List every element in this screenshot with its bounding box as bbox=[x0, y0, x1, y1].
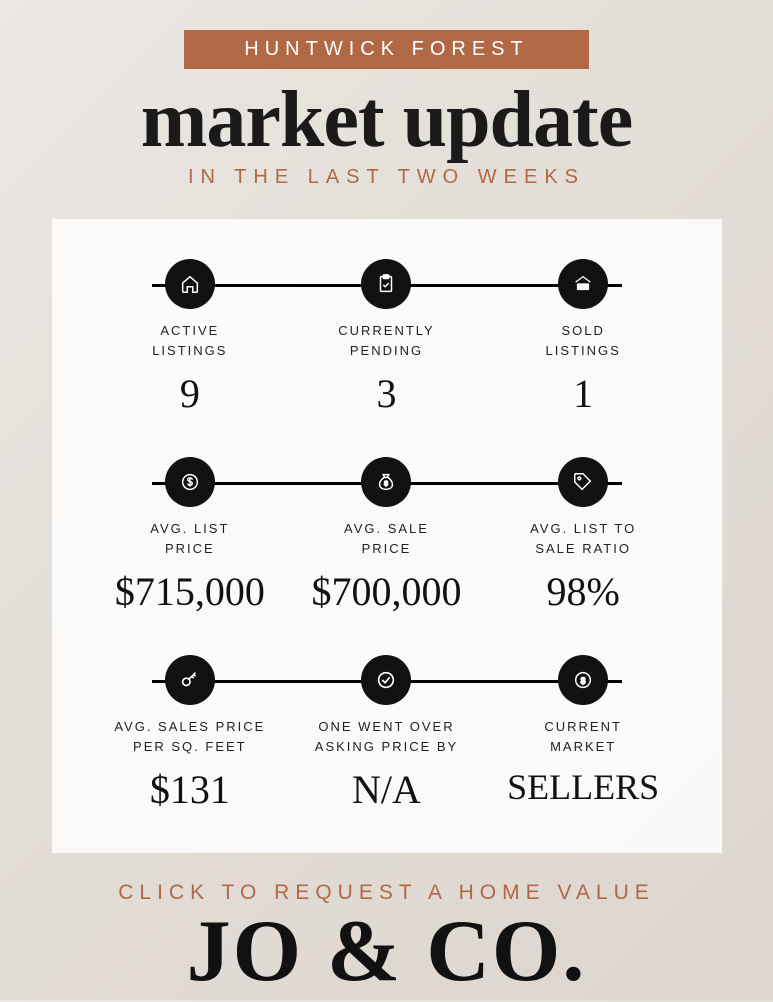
stat-value: $700,000 bbox=[311, 568, 461, 615]
stat-label: ONE WENT OVER ASKING PRICE BY bbox=[315, 717, 458, 756]
stat-label: SOLD LISTINGS bbox=[546, 321, 621, 360]
stat-label: CURRENT MARKET bbox=[544, 717, 622, 756]
stats-row: ACTIVE LISTINGS 9 CURRENTLY PENDING 3 SO… bbox=[92, 259, 682, 417]
stat-label: AVG. LIST TO SALE RATIO bbox=[530, 519, 636, 558]
page-title: market update bbox=[141, 75, 632, 166]
stat-label: AVG. SALE PRICE bbox=[344, 519, 429, 558]
stat-value: 3 bbox=[376, 370, 396, 417]
stat-value: $715,000 bbox=[115, 568, 265, 615]
svg-text:SOLD: SOLD bbox=[579, 285, 587, 289]
stat-label: ACTIVE LISTINGS bbox=[152, 321, 227, 360]
key-icon bbox=[165, 655, 215, 705]
page-subtitle: IN THE LAST TWO WEEKS bbox=[188, 166, 585, 189]
stat-label: AVG. SALES PRICE PER SQ. FEET bbox=[114, 717, 265, 756]
stat-label: AVG. LIST PRICE bbox=[150, 519, 229, 558]
svg-text:$: $ bbox=[385, 481, 389, 488]
stat-current-market: $ CURRENT MARKET SELLERS bbox=[485, 655, 682, 813]
stat-list-sale-ratio: AVG. LIST TO SALE RATIO 98% bbox=[485, 457, 682, 615]
stats-row: AVG. SALES PRICE PER SQ. FEET $131 ONE W… bbox=[92, 655, 682, 813]
money-bag-icon: $ bbox=[361, 457, 411, 507]
stat-value: 9 bbox=[180, 370, 200, 417]
sold-sign-icon: SOLD bbox=[558, 259, 608, 309]
location-banner: HUNTWICK FOREST bbox=[184, 30, 588, 69]
coin-icon: $ bbox=[558, 655, 608, 705]
home-icon bbox=[165, 259, 215, 309]
stat-value: N/A bbox=[352, 766, 421, 813]
stat-value: $131 bbox=[150, 766, 230, 813]
stat-active-listings: ACTIVE LISTINGS 9 bbox=[92, 259, 289, 417]
stat-price-per-sqft: AVG. SALES PRICE PER SQ. FEET $131 bbox=[92, 655, 289, 813]
price-tag-icon bbox=[558, 457, 608, 507]
infographic-page: HUNTWICK FOREST market update IN THE LAS… bbox=[0, 0, 773, 1000]
stats-row: AVG. LIST PRICE $715,000 $ AVG. SALE PRI… bbox=[92, 457, 682, 615]
stat-currently-pending: CURRENTLY PENDING 3 bbox=[288, 259, 485, 417]
stat-sold-listings: SOLD SOLD LISTINGS 1 bbox=[485, 259, 682, 417]
clipboard-icon bbox=[361, 259, 411, 309]
stat-avg-list-price: AVG. LIST PRICE $715,000 bbox=[92, 457, 289, 615]
stats-card: ACTIVE LISTINGS 9 CURRENTLY PENDING 3 SO… bbox=[52, 219, 722, 853]
stat-over-asking: ONE WENT OVER ASKING PRICE BY N/A bbox=[288, 655, 485, 813]
stat-value: 1 bbox=[573, 370, 593, 417]
stat-value: 98% bbox=[547, 568, 620, 615]
brand-logo: JO & CO. bbox=[187, 901, 587, 1002]
stat-label: CURRENTLY PENDING bbox=[338, 321, 435, 360]
check-circle-icon bbox=[361, 655, 411, 705]
stat-avg-sale-price: $ AVG. SALE PRICE $700,000 bbox=[288, 457, 485, 615]
stat-value: SELLERS bbox=[507, 766, 659, 808]
dollar-circle-icon bbox=[165, 457, 215, 507]
svg-text:$: $ bbox=[581, 677, 586, 686]
